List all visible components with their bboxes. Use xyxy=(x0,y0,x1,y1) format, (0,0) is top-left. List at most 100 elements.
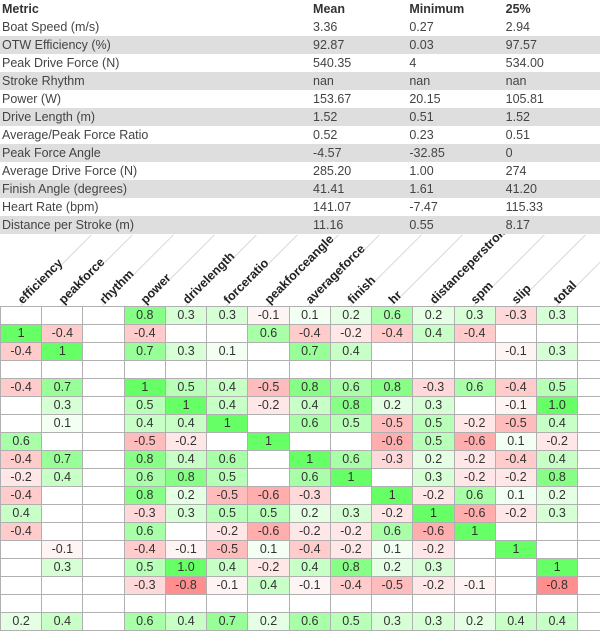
mean-cell: nan xyxy=(311,72,407,90)
column-header-minimum: Minimum xyxy=(407,0,503,18)
heatmap-cell: 0.3 xyxy=(537,343,578,361)
heatmap-cell: -0.4 xyxy=(454,325,495,343)
heatmap-cell: 0.4 xyxy=(1,505,42,523)
mean-cell: 141.07 xyxy=(311,198,407,216)
heatmap-cell xyxy=(1,541,42,559)
heatmap-cell: -0.3 xyxy=(495,307,536,325)
heatmap-cell xyxy=(165,523,206,541)
heatmap-cell: 1 xyxy=(289,451,330,469)
heatmap-cell: -0.2 xyxy=(248,559,289,577)
heatmap-cell xyxy=(372,469,413,487)
heatmap-cell: 0.1 xyxy=(495,433,536,451)
heatmap-cell xyxy=(537,523,578,541)
heatmap-cell xyxy=(165,595,206,613)
heatmap-cell: 0.6 xyxy=(289,613,330,631)
heatmap-cell: 1.0 xyxy=(537,397,578,415)
heatmap-cell: 0.3 xyxy=(372,613,413,631)
heatmap-cell: 0.7 xyxy=(207,613,248,631)
heatmap-cell: -0.4 xyxy=(372,325,413,343)
heatmap-cell: -0.4 xyxy=(289,325,330,343)
heatmap-cell: 0.6 xyxy=(454,379,495,397)
heatmap-cell: -0.6 xyxy=(413,523,454,541)
heatmap-cell: 0.8 xyxy=(289,379,330,397)
heatmap-cell xyxy=(248,343,289,361)
heatmap-cell xyxy=(289,595,330,613)
heatmap-cell: 0.3 xyxy=(537,307,578,325)
heatmap-cell xyxy=(42,523,83,541)
heatmap-cell: 0.5 xyxy=(207,469,248,487)
heatmap-cell: -0.5 xyxy=(248,379,289,397)
heatmap-cell: 0.6 xyxy=(372,307,413,325)
p25-cell: 274 xyxy=(504,162,600,180)
heatmap-cell xyxy=(578,613,600,631)
summary-header-row: Metric Mean Minimum 25% xyxy=(0,0,600,18)
heatmap-cell: -0.5 xyxy=(207,487,248,505)
heatmap-column-label: total xyxy=(551,279,578,306)
heatmap-cell: 0.4 xyxy=(42,613,83,631)
heatmap-cell: -0.1 xyxy=(495,343,536,361)
heatmap-cell: 0.4 xyxy=(537,451,578,469)
heatmap-cell xyxy=(83,469,124,487)
heatmap-cell xyxy=(578,325,600,343)
heatmap-column-label: power xyxy=(139,271,174,306)
heatmap-cell: -0.4 xyxy=(1,523,42,541)
heatmap-cell: -0.6 xyxy=(248,487,289,505)
heatmap-cell xyxy=(83,361,124,379)
heatmap-cell: -0.3 xyxy=(413,379,454,397)
p25-cell: 534.00 xyxy=(504,54,600,72)
heatmap-cell xyxy=(578,559,600,577)
mean-cell: 540.35 xyxy=(311,54,407,72)
heatmap-cell: -0.6 xyxy=(454,433,495,451)
heatmap-cell: 0.7 xyxy=(42,379,83,397)
heatmap-cell: -0.3 xyxy=(372,451,413,469)
heatmap-cell xyxy=(1,577,42,595)
heatmap-cell xyxy=(495,559,536,577)
heatmap-cell: -0.1 xyxy=(454,577,495,595)
heatmap-cell xyxy=(454,397,495,415)
minimum-cell: -7.47 xyxy=(407,198,503,216)
heatmap-cell xyxy=(578,397,600,415)
heatmap-column-label: peakforceangle xyxy=(263,234,336,306)
p25-cell: 0.51 xyxy=(504,126,600,144)
metric-cell: Stroke Rhythm xyxy=(0,72,311,90)
heatmap-column-label: rhythm xyxy=(98,268,136,306)
mean-cell: 41.41 xyxy=(311,180,407,198)
heatmap-cell xyxy=(413,343,454,361)
heatmap-cell: -0.3 xyxy=(124,505,165,523)
heatmap-cell xyxy=(248,595,289,613)
heatmap-cell: -0.5 xyxy=(372,415,413,433)
heatmap-cell xyxy=(207,361,248,379)
mean-cell: 153.67 xyxy=(311,90,407,108)
heatmap-cell xyxy=(83,523,124,541)
heatmap-cell: -0.5 xyxy=(207,541,248,559)
p25-cell: 41.20 xyxy=(504,180,600,198)
heatmap-cell: 1.0 xyxy=(165,559,206,577)
heatmap-cell: -0.2 xyxy=(330,541,371,559)
heatmap-cell: 0.3 xyxy=(454,307,495,325)
heatmap-cell: 0.3 xyxy=(42,397,83,415)
heatmap-cell xyxy=(42,577,83,595)
mean-cell: 3.36 xyxy=(311,18,407,36)
heatmap-cell xyxy=(578,487,600,505)
heatmap-cell: -0.2 xyxy=(1,469,42,487)
heatmap-cell: 0.3 xyxy=(42,559,83,577)
heatmap-cell: 0.4 xyxy=(537,415,578,433)
heatmap-cell: 0.2 xyxy=(1,613,42,631)
heatmap-cell: 0.3 xyxy=(537,505,578,523)
heatmap-cell: -0.5 xyxy=(372,577,413,595)
heatmap-cell xyxy=(1,361,42,379)
heatmap-cell xyxy=(248,361,289,379)
heatmap-cell: 0.4 xyxy=(495,613,536,631)
heatmap-cell: 0.1 xyxy=(372,541,413,559)
heatmap-cell xyxy=(1,415,42,433)
metric-cell: Average Drive Force (N) xyxy=(0,162,311,180)
heatmap-cell: 1 xyxy=(495,541,536,559)
